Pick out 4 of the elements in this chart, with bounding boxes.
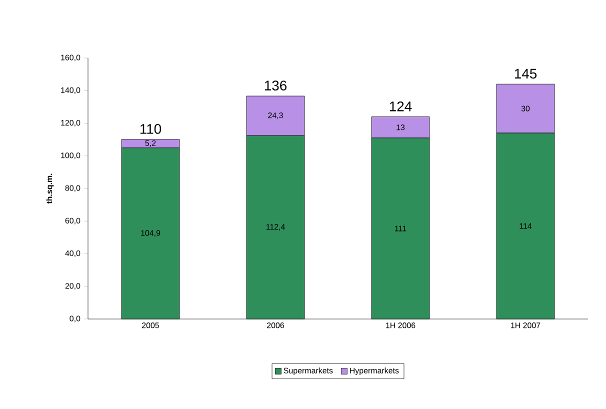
total-label: 124 xyxy=(390,101,412,112)
total-label: 110 xyxy=(140,124,162,134)
total-label: 145 xyxy=(514,68,537,79)
total-label: 136 xyxy=(264,80,287,90)
